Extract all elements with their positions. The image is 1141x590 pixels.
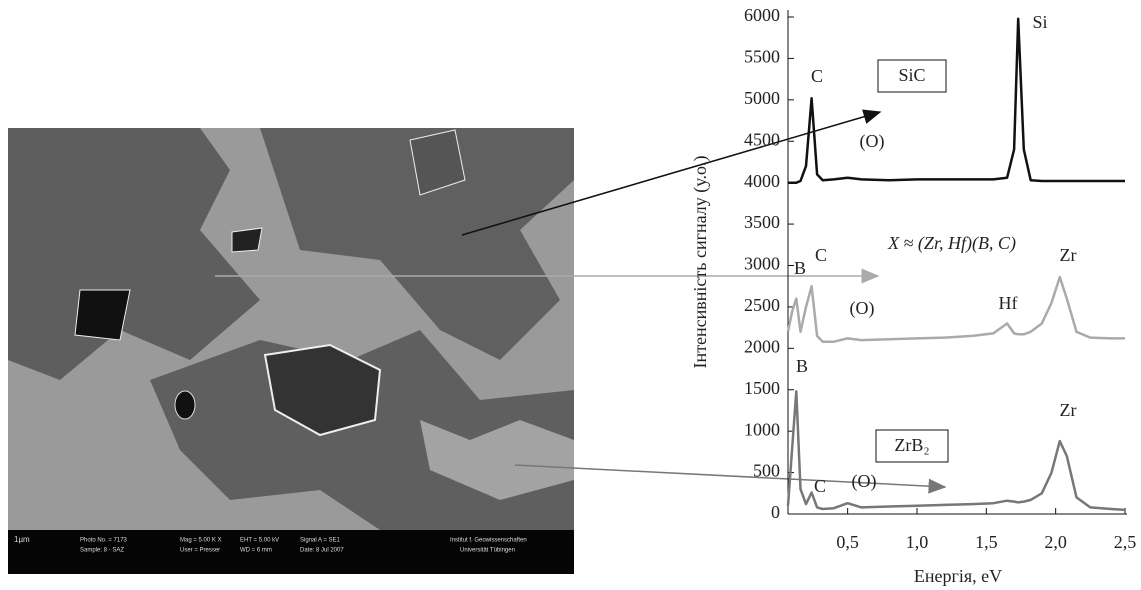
peak-label: B xyxy=(796,356,808,376)
series-label: SiC xyxy=(898,65,925,85)
caption-text: Sample: 8 - SAZ xyxy=(80,548,124,554)
caption-text: Date: 8 Jul 2007 xyxy=(300,548,344,554)
y-tick-label: 2000 xyxy=(744,336,780,356)
peak-label: C xyxy=(815,245,827,265)
peak-label: (O) xyxy=(860,131,885,152)
x-tick-label: 1,0 xyxy=(906,532,929,552)
y-tick-label: 5500 xyxy=(744,47,780,67)
y-tick-label: 1000 xyxy=(744,419,780,439)
y-tick-label: 6000 xyxy=(744,5,780,25)
y-tick-label: 2500 xyxy=(744,295,780,315)
series-label: X ≈ (Zr, Hf)(B, C) xyxy=(887,233,1016,254)
y-tick-label: 500 xyxy=(753,461,780,481)
y-tick-label: 4500 xyxy=(744,129,780,149)
y-tick-label: 4000 xyxy=(744,171,780,191)
y-tick-label: 3000 xyxy=(744,254,780,274)
spectrum-line xyxy=(786,275,1125,343)
sem-caption: 1µm Photo No. = 7173 Sample: 8 - SAZ Mag… xyxy=(14,535,527,553)
spectrum-line xyxy=(788,17,1125,184)
y-tick-label: 3500 xyxy=(744,212,780,232)
scale-label: 1µm xyxy=(14,535,30,544)
peak-label: Si xyxy=(1032,12,1047,32)
x-axis-label: Енергія, eV xyxy=(914,566,1002,586)
x-tick-label: 0,5 xyxy=(836,532,859,552)
peak-label: Hf xyxy=(999,293,1018,313)
label-box xyxy=(877,59,947,93)
spectrum-line xyxy=(786,390,1126,512)
peak-label: (O) xyxy=(850,298,875,319)
y-tick-label: 5000 xyxy=(744,88,780,108)
peak-label: C xyxy=(814,476,826,496)
label-box xyxy=(875,429,949,463)
y-tick-label: 1500 xyxy=(744,378,780,398)
caption-text: Institut f. Geowissenschaften xyxy=(450,538,527,544)
y-tick-label: 0 xyxy=(771,502,780,522)
sem-image xyxy=(8,128,574,574)
caption-text: WD = 6 mm xyxy=(240,548,272,554)
x-tick-label: 1,5 xyxy=(975,532,998,552)
caption-text: User = Presser xyxy=(180,548,220,554)
caption-text: Photo No. = 7173 xyxy=(80,538,128,544)
y-axis-label: Інтенсивність сигналу (у.о.) xyxy=(690,156,711,369)
pointer-arrow xyxy=(461,109,882,236)
peak-label: Zr xyxy=(1060,245,1077,265)
peak-label: Zr xyxy=(1060,400,1077,420)
caption-text: Universität Tübingen xyxy=(460,548,515,554)
pointer-arrow xyxy=(514,464,947,494)
x-tick-label: 2,0 xyxy=(1044,532,1067,552)
x-tick-label: 2,5 xyxy=(1114,532,1137,552)
caption-text: EHT = 5.00 kV xyxy=(240,538,279,544)
caption-text: Signal A = SE1 xyxy=(300,538,341,544)
peak-label: (O) xyxy=(852,471,877,492)
peak-label: B xyxy=(794,258,806,278)
chart: Енергія, eV Інтенсивність сигналу (у.о.)… xyxy=(690,5,1136,586)
peak-label: C xyxy=(811,66,823,86)
caption-text: Mag = 5.00 K X xyxy=(180,538,222,544)
series-label: ZrB₂ xyxy=(894,435,929,455)
